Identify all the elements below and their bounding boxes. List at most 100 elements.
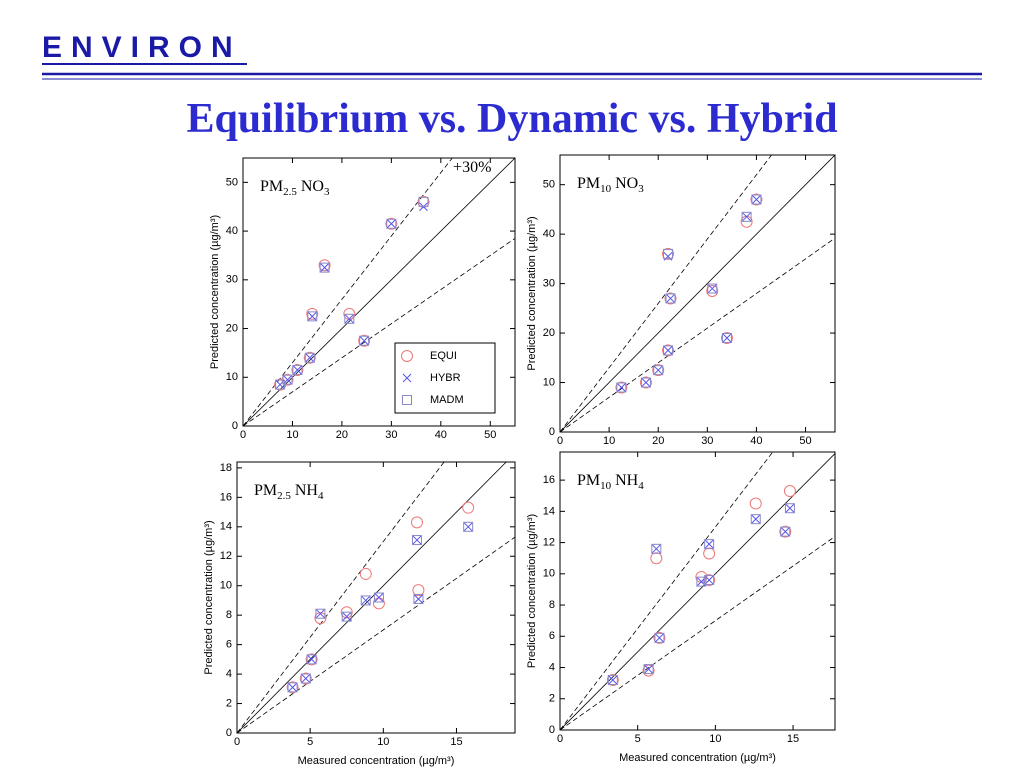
point bbox=[307, 312, 317, 321]
point bbox=[414, 594, 423, 604]
legend-label: HYBR bbox=[430, 372, 461, 384]
panel-label-part: NO bbox=[297, 178, 324, 195]
point bbox=[293, 365, 302, 375]
point bbox=[704, 575, 715, 586]
reference-line bbox=[237, 462, 507, 733]
x-tick-label: 0 bbox=[240, 429, 246, 441]
x-tick-label: 0 bbox=[234, 736, 240, 748]
reference-line bbox=[560, 237, 835, 432]
y-tick-label: 8 bbox=[549, 599, 555, 611]
x-tick-label: 20 bbox=[652, 435, 664, 447]
point bbox=[292, 364, 303, 375]
plot-frame bbox=[559, 154, 836, 433]
point bbox=[316, 609, 325, 619]
y-tick-label: 0 bbox=[549, 724, 555, 736]
point bbox=[607, 675, 618, 686]
point bbox=[650, 552, 663, 565]
x-tick-label: 30 bbox=[385, 429, 397, 441]
point bbox=[606, 674, 619, 687]
panel-label-part: 2.5 bbox=[277, 490, 291, 502]
point bbox=[360, 595, 371, 606]
y-tick-label: 14 bbox=[543, 505, 555, 517]
y-tick-label: 12 bbox=[543, 536, 555, 548]
y-axis-label: Predicted concentration (µg/m³) bbox=[209, 215, 221, 369]
y-tick-label: 0 bbox=[232, 420, 238, 432]
point bbox=[359, 567, 372, 580]
point bbox=[642, 664, 655, 677]
point bbox=[306, 307, 319, 320]
point bbox=[653, 365, 663, 375]
y-tick-label: 0 bbox=[549, 426, 555, 438]
point bbox=[358, 334, 371, 347]
panel-label-part: 3 bbox=[638, 183, 644, 195]
reference-line bbox=[237, 462, 445, 733]
point bbox=[704, 539, 714, 549]
point bbox=[282, 374, 293, 385]
point bbox=[640, 377, 651, 388]
point bbox=[418, 196, 429, 207]
point bbox=[663, 248, 674, 259]
point bbox=[742, 212, 751, 222]
reference-line bbox=[560, 155, 835, 432]
x-tick-label: 10 bbox=[603, 435, 615, 447]
panel-label-part: 4 bbox=[318, 490, 324, 502]
point bbox=[749, 497, 762, 510]
point bbox=[695, 570, 708, 583]
point bbox=[720, 332, 733, 345]
reference-line bbox=[560, 453, 835, 730]
point bbox=[741, 211, 752, 222]
y-tick-label: 8 bbox=[226, 609, 232, 621]
point bbox=[780, 527, 790, 537]
point bbox=[663, 252, 673, 261]
x-tick-label: 15 bbox=[787, 733, 799, 745]
point bbox=[413, 593, 424, 604]
x-tick-label: 0 bbox=[557, 435, 563, 447]
y-tick-label: 2 bbox=[549, 693, 555, 705]
point bbox=[344, 314, 354, 324]
reference-line bbox=[560, 452, 774, 730]
x-tick-label: 0 bbox=[557, 733, 563, 745]
x-tick-label: 5 bbox=[635, 733, 641, 745]
y-tick-label: 30 bbox=[543, 278, 555, 290]
y-tick-label: 4 bbox=[549, 661, 555, 673]
panel-label: PM2.5 NO3 bbox=[260, 178, 330, 198]
point bbox=[617, 383, 626, 392]
y-tick-label: 12 bbox=[220, 550, 232, 562]
y-tick-label: 50 bbox=[543, 179, 555, 191]
point bbox=[361, 596, 371, 605]
panel-label: PM10 NH4 bbox=[577, 472, 644, 492]
point bbox=[784, 503, 795, 514]
y-axis-label: Predicted concentration (µg/m³) bbox=[526, 514, 538, 668]
point bbox=[344, 313, 355, 324]
point bbox=[386, 218, 397, 229]
point bbox=[307, 311, 318, 322]
point bbox=[342, 612, 352, 622]
point bbox=[374, 593, 384, 602]
y-tick-label: 30 bbox=[226, 274, 238, 286]
point bbox=[463, 522, 473, 532]
point bbox=[286, 681, 299, 694]
point bbox=[359, 336, 369, 346]
point bbox=[412, 584, 425, 597]
point bbox=[663, 346, 673, 355]
point bbox=[750, 514, 761, 525]
point bbox=[341, 611, 352, 622]
panel-label-part: PM bbox=[260, 178, 283, 195]
y-tick-label: 10 bbox=[226, 371, 238, 383]
point bbox=[722, 333, 732, 343]
point bbox=[666, 294, 675, 303]
point bbox=[639, 376, 652, 389]
panel-label-part: 2.5 bbox=[283, 186, 297, 198]
x-tick-label: 10 bbox=[709, 733, 721, 745]
y-axis-label: Predicted concentration (µg/m³) bbox=[203, 520, 215, 674]
reference-line bbox=[243, 238, 515, 426]
point bbox=[387, 219, 396, 229]
point bbox=[299, 672, 312, 685]
point bbox=[721, 333, 732, 344]
point bbox=[319, 262, 330, 273]
y-tick-label: 6 bbox=[226, 639, 232, 651]
point bbox=[320, 263, 329, 272]
point bbox=[304, 352, 315, 363]
slide-title: Equilibrium vs. Dynamic vs. Hybrid bbox=[186, 96, 837, 142]
